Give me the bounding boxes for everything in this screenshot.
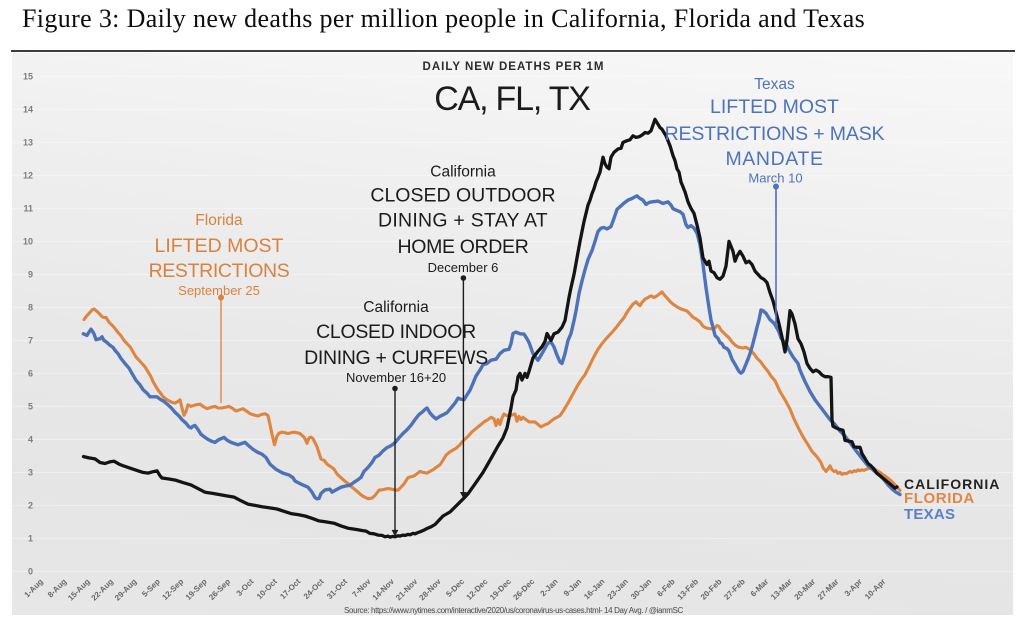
svg-text:7: 7	[28, 335, 33, 345]
svg-text:24-Oct: 24-Oct	[302, 577, 326, 601]
svg-text:6: 6	[28, 368, 33, 378]
svg-text:LIFTED MOST: LIFTED MOST	[155, 235, 284, 257]
svg-text:8: 8	[28, 302, 33, 312]
svg-text:Source: https://www.nytimes.co: Source: https://www.nytimes.com/interact…	[344, 606, 683, 615]
svg-text:28-Nov: 28-Nov	[417, 577, 443, 603]
svg-text:15-Aug: 15-Aug	[66, 577, 92, 603]
svg-text:6-Mar: 6-Mar	[749, 577, 770, 598]
svg-text:21-Nov: 21-Nov	[394, 577, 420, 603]
svg-text:30-Jan: 30-Jan	[629, 577, 653, 601]
svg-text:1: 1	[28, 533, 33, 543]
svg-text:15: 15	[23, 71, 33, 81]
svg-text:23-Jan: 23-Jan	[606, 577, 630, 601]
svg-text:20-Feb: 20-Feb	[699, 577, 724, 602]
svg-text:31-Oct: 31-Oct	[325, 577, 349, 601]
svg-text:DAILY NEW DEATHS PER 1M: DAILY NEW DEATHS PER 1M	[423, 61, 605, 73]
svg-text:CLOSED INDOOR: CLOSED INDOOR	[316, 321, 476, 343]
svg-text:March 10: March 10	[748, 171, 802, 186]
svg-text:1-Aug: 1-Aug	[23, 577, 45, 599]
svg-text:CLOSED OUTDOOR: CLOSED OUTDOOR	[370, 185, 555, 207]
svg-text:13-Mar: 13-Mar	[769, 577, 794, 602]
svg-text:10: 10	[23, 236, 33, 246]
svg-text:16-Jan: 16-Jan	[582, 577, 606, 601]
svg-text:14: 14	[23, 104, 33, 114]
svg-text:3: 3	[28, 467, 33, 477]
svg-text:9-Jan: 9-Jan	[562, 577, 583, 598]
svg-text:13: 13	[23, 137, 33, 147]
svg-text:27-Mar: 27-Mar	[816, 577, 841, 602]
svg-text:Texas: Texas	[754, 76, 795, 93]
svg-text:November 16+20: November 16+20	[346, 370, 446, 385]
svg-text:0: 0	[28, 566, 33, 576]
svg-text:HOME ORDER: HOME ORDER	[398, 236, 529, 258]
svg-text:3-Apr: 3-Apr	[843, 577, 864, 598]
svg-text:September 25: September 25	[178, 283, 260, 298]
svg-text:5: 5	[28, 401, 33, 411]
svg-text:LIFTED MOST: LIFTED MOST	[710, 96, 839, 118]
svg-text:19-Dec: 19-Dec	[488, 577, 513, 602]
svg-text:6-Feb: 6-Feb	[655, 577, 677, 599]
svg-text:13-Feb: 13-Feb	[676, 577, 701, 602]
svg-text:California: California	[363, 299, 429, 316]
svg-text:19-Sep: 19-Sep	[184, 577, 209, 602]
svg-text:12-Sep: 12-Sep	[160, 577, 185, 602]
svg-text:10-Oct: 10-Oct	[255, 577, 279, 601]
svg-text:10-Apr: 10-Apr	[863, 577, 887, 601]
svg-text:MANDATE: MANDATE	[725, 148, 823, 170]
svg-text:12-Dec: 12-Dec	[465, 577, 490, 602]
svg-text:Florida: Florida	[195, 212, 243, 229]
svg-text:RESTRICTIONS + MASK: RESTRICTIONS + MASK	[665, 123, 885, 145]
svg-text:CA, FL, TX: CA, FL, TX	[434, 80, 590, 118]
svg-text:9: 9	[28, 269, 33, 279]
svg-text:12: 12	[23, 170, 33, 180]
svg-text:29-Aug: 29-Aug	[113, 577, 139, 603]
svg-text:14-Nov: 14-Nov	[371, 577, 397, 603]
svg-text:December 6: December 6	[428, 260, 499, 275]
svg-text:2-Jan: 2-Jan	[539, 577, 560, 598]
svg-text:11: 11	[23, 203, 33, 213]
svg-text:FLORIDA: FLORIDA	[904, 490, 975, 507]
svg-text:CALIFORNIA: CALIFORNIA	[904, 476, 1000, 492]
svg-text:DINING + STAY AT: DINING + STAY AT	[378, 210, 548, 232]
svg-text:DINING + CURFEWS: DINING + CURFEWS	[304, 347, 488, 369]
svg-text:26-Sep: 26-Sep	[207, 577, 232, 602]
svg-text:3-Oct: 3-Oct	[235, 577, 256, 598]
svg-text:22-Aug: 22-Aug	[90, 577, 116, 603]
svg-text:California: California	[430, 164, 496, 181]
svg-text:5-Sep: 5-Sep	[140, 577, 162, 599]
svg-text:27-Feb: 27-Feb	[722, 577, 747, 602]
svg-text:26-Dec: 26-Dec	[511, 577, 536, 602]
svg-text:20-Mar: 20-Mar	[793, 577, 818, 602]
svg-text:17-Oct: 17-Oct	[278, 577, 302, 601]
svg-text:4: 4	[28, 434, 33, 444]
svg-text:TEXAS: TEXAS	[904, 506, 955, 523]
svg-text:2: 2	[28, 500, 33, 510]
svg-text:5-Dec: 5-Dec	[444, 577, 466, 599]
svg-text:RESTRICTIONS: RESTRICTIONS	[149, 260, 290, 282]
